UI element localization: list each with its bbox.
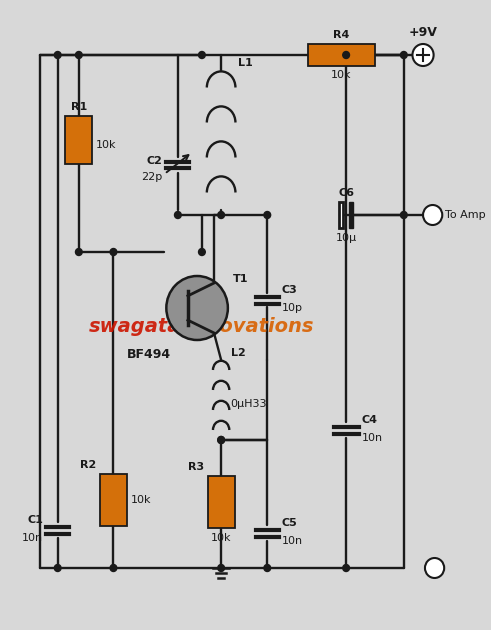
Circle shape bbox=[166, 276, 228, 340]
Circle shape bbox=[412, 44, 434, 66]
Text: R2: R2 bbox=[80, 460, 96, 470]
Circle shape bbox=[55, 52, 61, 59]
Text: 22p: 22p bbox=[141, 172, 163, 182]
Circle shape bbox=[218, 212, 224, 219]
Circle shape bbox=[198, 248, 205, 256]
Circle shape bbox=[401, 212, 407, 219]
Text: 10k: 10k bbox=[211, 533, 231, 543]
Text: 10μ: 10μ bbox=[335, 233, 356, 243]
Circle shape bbox=[198, 52, 205, 59]
Text: C5: C5 bbox=[282, 518, 298, 528]
Text: C4: C4 bbox=[361, 415, 378, 425]
Text: 10k: 10k bbox=[131, 495, 151, 505]
Circle shape bbox=[343, 52, 350, 59]
Text: innovations: innovations bbox=[186, 316, 314, 336]
Text: L2: L2 bbox=[231, 348, 246, 358]
Bar bbox=[339, 202, 343, 228]
Circle shape bbox=[423, 205, 442, 225]
Text: 10k: 10k bbox=[331, 70, 352, 80]
Circle shape bbox=[425, 558, 444, 578]
Text: To Amp: To Amp bbox=[445, 210, 486, 220]
Text: 0μH33: 0μH33 bbox=[231, 399, 267, 409]
Circle shape bbox=[218, 437, 224, 444]
Text: 10n: 10n bbox=[282, 536, 303, 546]
Text: R4: R4 bbox=[333, 30, 350, 40]
Circle shape bbox=[174, 212, 181, 219]
Text: R3: R3 bbox=[188, 462, 204, 472]
Circle shape bbox=[218, 437, 224, 444]
Circle shape bbox=[55, 564, 61, 571]
Text: C2: C2 bbox=[147, 156, 163, 166]
Text: 10p: 10p bbox=[282, 303, 303, 313]
Bar bbox=[100, 474, 127, 526]
Text: +9V: +9V bbox=[409, 26, 437, 39]
Text: 10n: 10n bbox=[22, 533, 43, 543]
Circle shape bbox=[343, 564, 350, 571]
Circle shape bbox=[110, 564, 117, 571]
Text: C3: C3 bbox=[282, 285, 298, 295]
Text: swagata: swagata bbox=[88, 316, 181, 336]
Circle shape bbox=[110, 248, 117, 256]
Circle shape bbox=[218, 564, 224, 571]
Bar bbox=[65, 116, 92, 164]
Circle shape bbox=[264, 564, 271, 571]
Circle shape bbox=[76, 52, 82, 59]
Circle shape bbox=[401, 52, 407, 59]
Text: L1: L1 bbox=[238, 58, 253, 68]
Bar bbox=[350, 202, 354, 228]
Text: 10k: 10k bbox=[96, 140, 117, 150]
Bar bbox=[308, 44, 375, 66]
Text: R1: R1 bbox=[71, 102, 87, 112]
Text: C1: C1 bbox=[27, 515, 43, 525]
Bar bbox=[208, 476, 235, 528]
Circle shape bbox=[264, 212, 271, 219]
Text: BF494: BF494 bbox=[127, 348, 171, 361]
Text: T1: T1 bbox=[233, 274, 248, 284]
Circle shape bbox=[76, 248, 82, 256]
Text: C6: C6 bbox=[338, 188, 354, 198]
Text: 10n: 10n bbox=[361, 433, 382, 443]
